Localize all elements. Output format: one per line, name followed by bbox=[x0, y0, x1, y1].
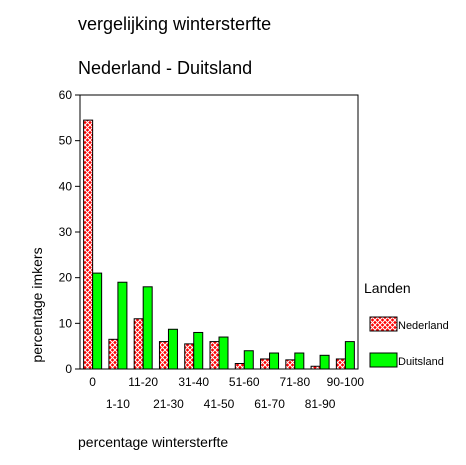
bar-nederland-81-90 bbox=[310, 365, 321, 370]
legend-swatch-duitsland bbox=[369, 352, 398, 368]
y-tick-label: 60 bbox=[59, 88, 73, 102]
x-tick-label: 0 bbox=[89, 375, 96, 389]
y-tick-label: 20 bbox=[59, 271, 73, 285]
bar-nederland-21-30 bbox=[158, 341, 169, 370]
legend-title: Landen bbox=[364, 280, 411, 296]
x-tick-label: 90-100 bbox=[327, 375, 365, 389]
x-tick-label: 71-80 bbox=[279, 375, 310, 389]
legend-swatch-nederland bbox=[369, 316, 398, 332]
x-tick-label: 11-20 bbox=[128, 375, 158, 389]
bar-duitsland-31-40 bbox=[193, 331, 204, 370]
bar-duitsland-1-10 bbox=[117, 281, 128, 370]
x-tick-label: 81-90 bbox=[305, 397, 336, 411]
x-tick-label: 51-60 bbox=[229, 375, 260, 389]
x-axis-label: percentage wintersterfte bbox=[78, 434, 229, 450]
bar-duitsland-21-30 bbox=[167, 328, 178, 370]
y-tick-label: 10 bbox=[59, 316, 73, 330]
x-tick-label: 31-40 bbox=[178, 375, 209, 389]
bar-duitsland-41-50 bbox=[218, 336, 229, 370]
bar-nederland-1-10 bbox=[108, 338, 119, 370]
bar-duitsland-81-90 bbox=[319, 354, 330, 370]
bar-nederland-61-70 bbox=[260, 358, 271, 370]
y-tick-label: 0 bbox=[65, 362, 72, 376]
bar-nederland-41-50 bbox=[209, 341, 220, 370]
y-tick-label: 50 bbox=[59, 134, 73, 148]
bar-nederland-51-60 bbox=[234, 363, 245, 370]
bar-duitsland-61-70 bbox=[269, 352, 280, 370]
x-tick-label: 41-50 bbox=[204, 397, 235, 411]
y-tick-label: 30 bbox=[59, 225, 73, 239]
bar-duitsland-51-60 bbox=[243, 350, 254, 370]
chart-title: vergelijking wintersterfte bbox=[78, 14, 272, 34]
bar-duitsland-0 bbox=[92, 272, 103, 370]
bar-nederland-0 bbox=[83, 119, 94, 370]
x-tick-label: 61-70 bbox=[254, 397, 285, 411]
legend-label-duitsland: Duitsland bbox=[398, 356, 444, 368]
bar-nederland-71-80 bbox=[285, 359, 296, 370]
bar-duitsland-11-20 bbox=[142, 286, 153, 370]
chart-subtitle: Nederland - Duitsland bbox=[78, 58, 253, 78]
bar-nederland-11-20 bbox=[133, 318, 144, 370]
bar-duitsland-90-100 bbox=[344, 341, 355, 370]
bar-duitsland-71-80 bbox=[294, 352, 305, 370]
bar-nederland-31-40 bbox=[184, 343, 195, 370]
x-tick-label: 1-10 bbox=[106, 397, 130, 411]
bar-nederland-90-100 bbox=[335, 358, 346, 370]
y-tick-label: 40 bbox=[59, 179, 73, 193]
legend-label-nederland: Nederland bbox=[398, 320, 449, 332]
x-tick-label: 21-30 bbox=[153, 397, 184, 411]
